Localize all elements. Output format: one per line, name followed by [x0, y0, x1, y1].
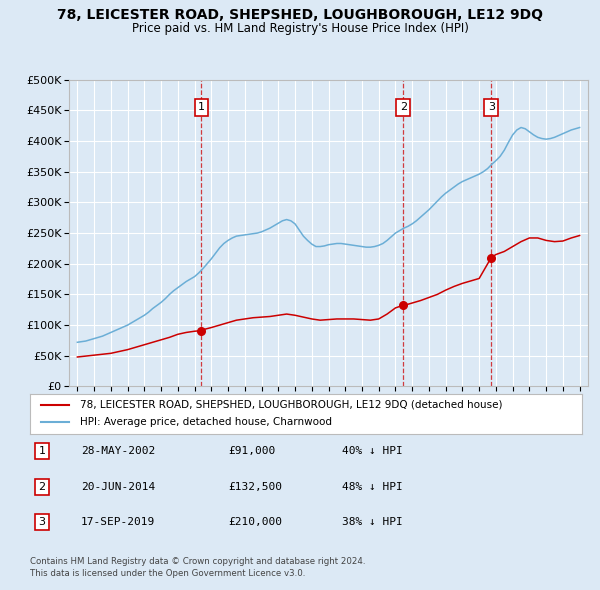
Text: 3: 3 [38, 517, 46, 527]
Text: 17-SEP-2019: 17-SEP-2019 [81, 517, 155, 527]
Text: 1: 1 [38, 447, 46, 456]
Text: £132,500: £132,500 [228, 482, 282, 491]
Text: £210,000: £210,000 [228, 517, 282, 527]
Text: 78, LEICESTER ROAD, SHEPSHED, LOUGHBOROUGH, LE12 9DQ: 78, LEICESTER ROAD, SHEPSHED, LOUGHBOROU… [57, 8, 543, 22]
Text: 1: 1 [198, 102, 205, 112]
Text: 3: 3 [488, 102, 495, 112]
Text: £91,000: £91,000 [228, 447, 275, 456]
Text: 40% ↓ HPI: 40% ↓ HPI [342, 447, 403, 456]
Text: Contains HM Land Registry data © Crown copyright and database right 2024.
This d: Contains HM Land Registry data © Crown c… [30, 557, 365, 578]
Text: 2: 2 [400, 102, 407, 112]
Text: Price paid vs. HM Land Registry's House Price Index (HPI): Price paid vs. HM Land Registry's House … [131, 22, 469, 35]
Text: 20-JUN-2014: 20-JUN-2014 [81, 482, 155, 491]
Text: 38% ↓ HPI: 38% ↓ HPI [342, 517, 403, 527]
Text: 28-MAY-2002: 28-MAY-2002 [81, 447, 155, 456]
Text: 2: 2 [38, 482, 46, 491]
Text: 48% ↓ HPI: 48% ↓ HPI [342, 482, 403, 491]
Text: 78, LEICESTER ROAD, SHEPSHED, LOUGHBOROUGH, LE12 9DQ (detached house): 78, LEICESTER ROAD, SHEPSHED, LOUGHBOROU… [80, 400, 502, 410]
Text: HPI: Average price, detached house, Charnwood: HPI: Average price, detached house, Char… [80, 417, 332, 427]
